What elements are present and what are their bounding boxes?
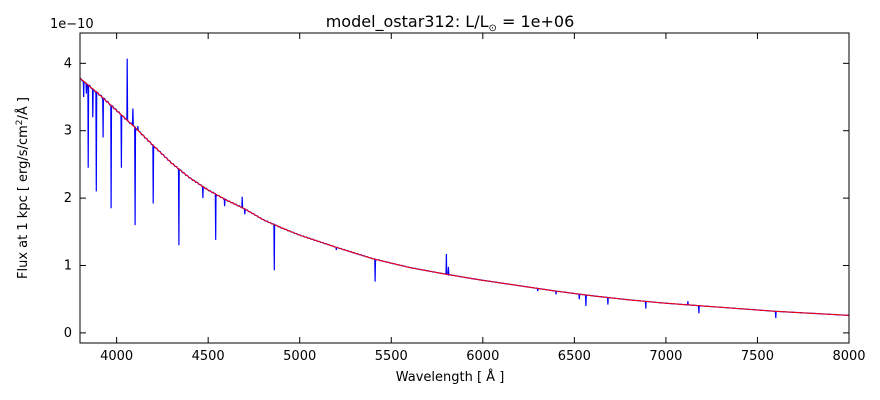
x-tick-label: 8000 [832, 349, 865, 364]
y-tick-label: 4 [64, 56, 72, 71]
ticks-layer: 4000 4500 5000 5500 6000 6500 7000 7500 8000 0 1 2 3… [64, 33, 866, 364]
y-axis-label: Flux at 1 kpc [ erg/s/cm2/Å ] [15, 97, 31, 279]
continuum-line [79, 77, 850, 316]
x-tick-label: 5000 [283, 349, 316, 364]
x-tick-label: 4500 [192, 349, 225, 364]
x-tick-label: 7500 [741, 349, 774, 364]
plot-frame [79, 32, 850, 344]
y-tick-label: 0 [64, 326, 72, 341]
x-tick-label: 6000 [466, 349, 499, 364]
y-tick-label: 3 [64, 124, 72, 139]
y-multiplier-label: 1e−10 [50, 17, 94, 32]
chart-title: model_ostar312: L/L⊙ = 1e+06 [326, 12, 575, 34]
x-axis-label: Wavelength [ Å ] [396, 369, 505, 385]
plot-area: 4000 4500 5000 5500 6000 6500 7000 7500 8000 0 1 2 3… [64, 32, 866, 364]
y-tick-label: 2 [64, 191, 72, 206]
x-tick-label: 4000 [100, 349, 133, 364]
spectrum-line [80, 58, 849, 319]
x-tick-label: 6500 [558, 349, 591, 364]
x-tick-label: 5500 [375, 349, 408, 364]
x-tick-label: 7000 [649, 349, 682, 364]
series-layer [79, 58, 850, 319]
y-tick-label: 1 [64, 259, 72, 274]
